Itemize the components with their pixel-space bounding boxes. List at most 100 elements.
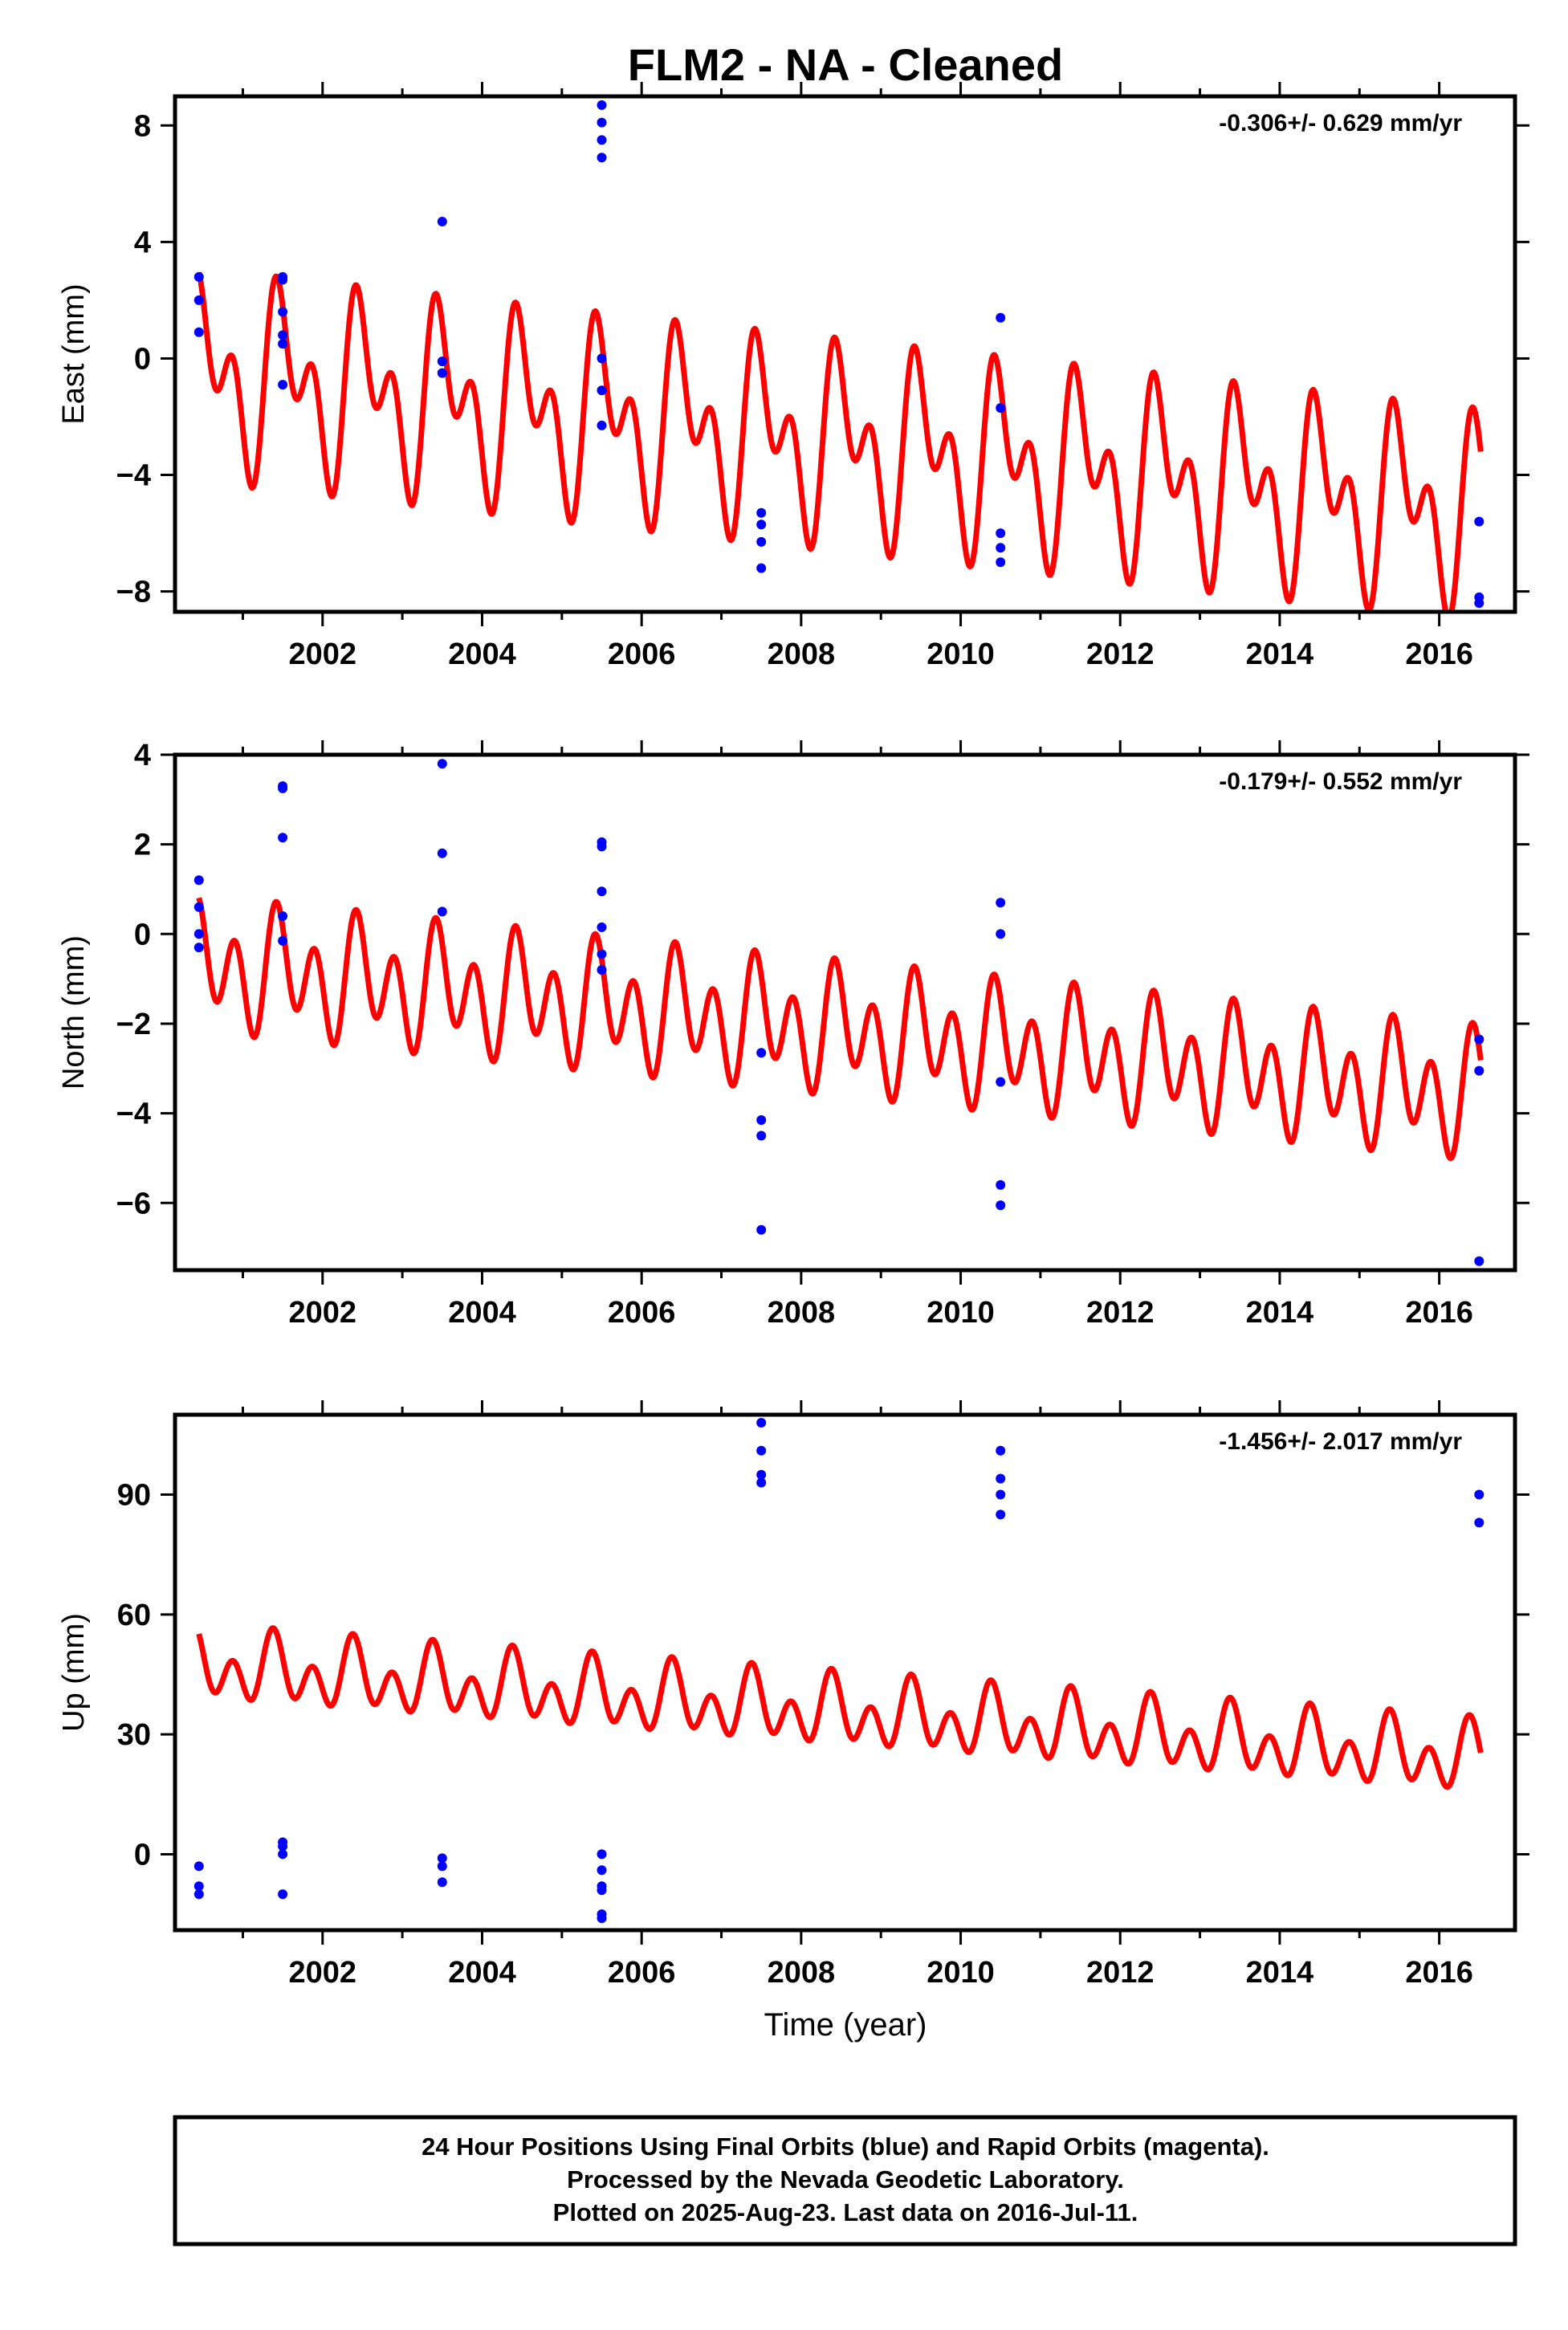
north-data-point: [193, 929, 204, 939]
north-y-tick-label: 4: [134, 739, 151, 772]
up-x-tick-label: 2016: [1405, 1956, 1473, 1990]
east-rate-annotation: -0.306+/- 0.629 mm/yr: [1219, 110, 1462, 136]
east-data-point: [278, 339, 288, 349]
east-data-point: [278, 330, 288, 340]
east-x-tick-label: 2006: [608, 637, 676, 671]
north-x-tick-label: 2010: [927, 1296, 995, 1330]
north-x-tick-label: 2006: [608, 1296, 676, 1330]
north-data-point: [437, 759, 447, 769]
north-data-point: [597, 886, 607, 897]
east-data-point: [597, 153, 607, 163]
up-data-point: [437, 1853, 447, 1864]
east-y-tick-label: 8: [134, 109, 151, 143]
up-data-point: [996, 1445, 1006, 1456]
north-x-tick-label: 2016: [1405, 1296, 1473, 1330]
north-data-point: [1474, 1034, 1485, 1045]
up-data-point: [193, 1881, 204, 1892]
north-data-point: [597, 949, 607, 959]
north-frame: [173, 752, 1517, 1273]
east-x-tick-label: 2002: [289, 637, 357, 671]
east-x-tick-label: 2004: [448, 637, 516, 671]
east-data-point: [597, 135, 607, 145]
north-y-axis-label: North (mm): [57, 935, 91, 1090]
up-y-tick-label: 30: [117, 1718, 151, 1752]
up-frame: [173, 1412, 1517, 1933]
east-data-point: [996, 543, 1006, 553]
up-x-tick-label: 2006: [608, 1956, 676, 1990]
north-data-point: [1474, 1256, 1485, 1266]
up-data-point: [278, 1849, 288, 1860]
east-data-point: [597, 353, 607, 364]
east-frame: [173, 94, 1517, 614]
east-plot-area: [193, 100, 1485, 612]
east-data-point: [1474, 516, 1485, 527]
up-data-point: [756, 1418, 767, 1428]
east-data-point: [278, 380, 288, 390]
north-data-point: [278, 911, 288, 921]
north-rate-annotation: -0.179+/- 0.552 mm/yr: [1219, 768, 1462, 795]
north-x-tick-label: 2002: [289, 1296, 357, 1330]
north-data-point: [996, 1179, 1006, 1190]
east-data-point: [193, 327, 204, 337]
up-data-point: [597, 1885, 607, 1896]
north-data-point: [597, 841, 607, 852]
north-y-tick-label: −4: [116, 1098, 151, 1131]
east-x-tick-label: 2008: [768, 637, 836, 671]
up-data-point: [756, 1477, 767, 1488]
north-data-point: [756, 1115, 767, 1125]
north-data-point: [597, 922, 607, 932]
footer-line-2: Processed by the Nevada Geodetic Laborat…: [567, 2165, 1124, 2194]
north-x-tick-label: 2004: [448, 1296, 516, 1330]
up-model-line: [196, 1625, 1484, 1790]
north-data-point: [1474, 1065, 1485, 1076]
up-x-tick-label: 2012: [1086, 1956, 1155, 1990]
up-y-tick-label: 90: [117, 1479, 151, 1513]
north-data-point: [278, 783, 288, 793]
north-data-point: [193, 875, 204, 886]
footer-line-1: 24 Hour Positions Using Final Orbits (bl…: [422, 2132, 1269, 2161]
east-data-point: [597, 420, 607, 430]
east-y-tick-label: 4: [134, 226, 151, 259]
north-data-point: [193, 943, 204, 953]
north-y-tick-label: 0: [134, 918, 151, 951]
east-model-line: [196, 271, 1484, 612]
up-data-point: [756, 1445, 767, 1456]
up-y-tick-label: 60: [117, 1599, 151, 1632]
north-plot-area: [193, 759, 1485, 1266]
east-data-point: [996, 403, 1006, 413]
up-x-tick-label: 2014: [1246, 1956, 1314, 1990]
up-data-point: [1474, 1517, 1485, 1528]
east-data-point: [996, 528, 1006, 539]
north-data-point: [996, 1200, 1006, 1211]
up-data-point: [996, 1509, 1006, 1520]
east-data-point: [756, 563, 767, 573]
north-data-point: [437, 848, 447, 858]
up-data-point: [437, 1877, 447, 1888]
chart-title: FLM2 - NA - Cleaned: [628, 39, 1063, 90]
east-data-point: [756, 536, 767, 547]
up-data-point: [597, 1865, 607, 1876]
up-data-point: [597, 1913, 607, 1924]
east-data-point: [278, 275, 288, 285]
east-data-point: [437, 368, 447, 378]
north-data-point: [996, 1077, 1006, 1087]
east-data-point: [996, 312, 1006, 323]
x-axis-label: Time (year): [764, 2007, 927, 2043]
north-x-tick-label: 2008: [768, 1296, 836, 1330]
east-data-point: [597, 385, 607, 396]
up-x-tick-label: 2002: [289, 1956, 357, 1990]
north-data-point: [278, 935, 288, 946]
east-data-point: [437, 356, 447, 367]
north-data-point: [996, 898, 1006, 908]
up-data-point: [278, 1889, 288, 1900]
east-data-point: [597, 117, 607, 128]
panel-east: 2002 2004 2006 2008 2010 2012 2014 2016 −8 −4 0 4 8 E…: [57, 82, 1529, 671]
up-rate-annotation: -1.456+/- 2.017 mm/yr: [1219, 1428, 1462, 1455]
up-data-point: [278, 1841, 288, 1851]
east-y-axis-label: East (mm): [57, 283, 91, 424]
up-data-point: [193, 1889, 204, 1900]
north-data-point: [437, 906, 447, 917]
north-y-tick-label: 2: [134, 829, 151, 862]
north-model-line: [196, 897, 1484, 1162]
